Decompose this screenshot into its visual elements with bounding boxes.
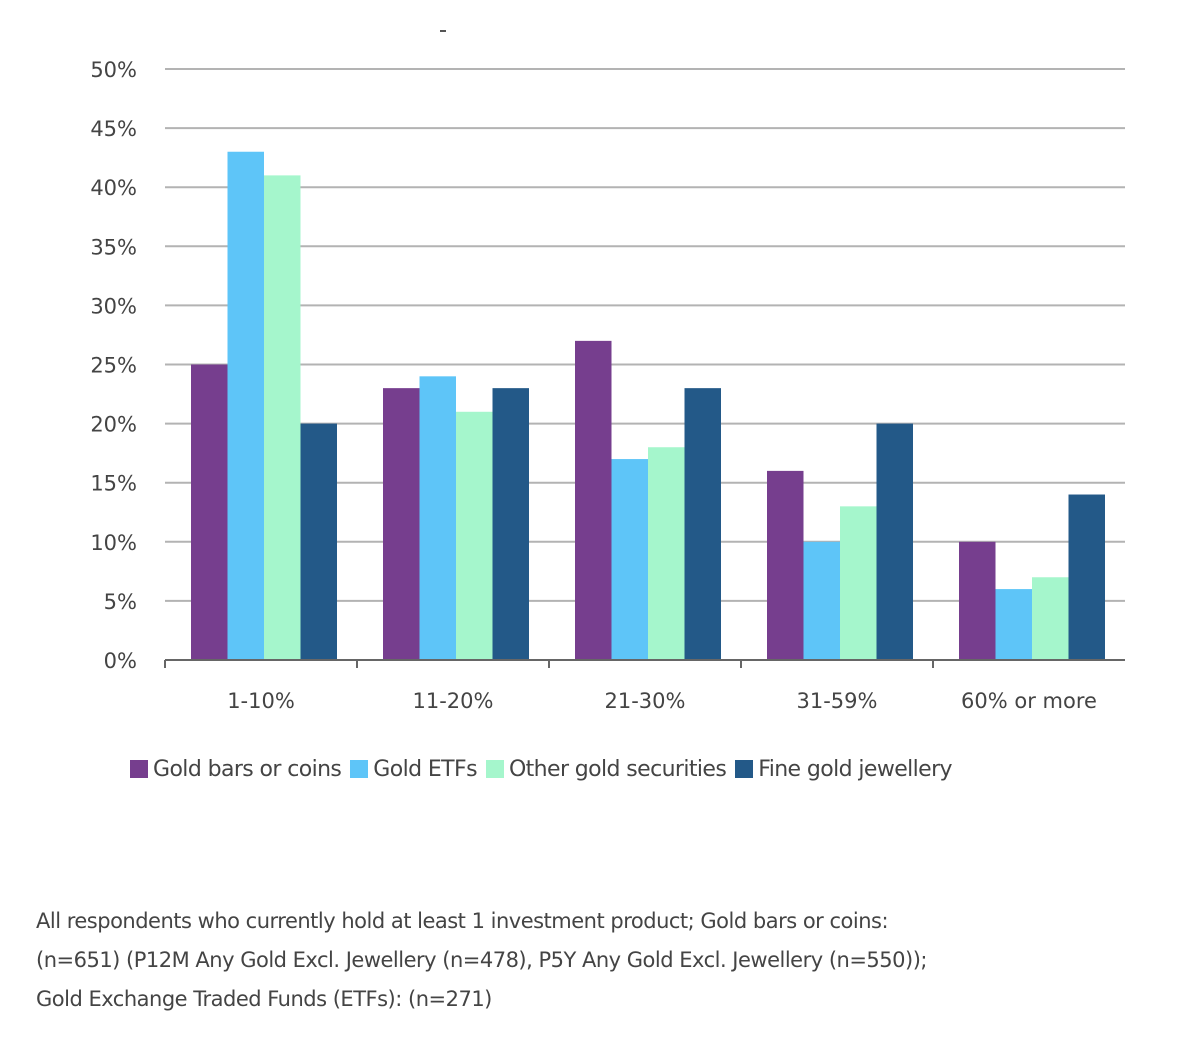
bar-gold-bars-or-coins-5 <box>959 541 996 660</box>
y-tick-label: 35% <box>90 235 137 259</box>
bar-fine-gold-jewellery-2 <box>492 388 529 660</box>
y-tick-label: 45% <box>90 117 137 141</box>
bar-chart: 0% 5% 10% 15% 20% 25% 30% 35% 40% 45% 50% 1-10% 11-… <box>90 58 1125 713</box>
stray-mark <box>440 30 446 32</box>
bar-other-gold-securities-5 <box>1032 577 1069 660</box>
footnote-line-2: (n=651) (P12M Any Gold Excl. Jewellery (… <box>36 948 927 972</box>
x-category-label: 31-59% <box>797 689 878 713</box>
legend-swatch <box>485 760 504 778</box>
bar-gold-etfs-1 <box>227 151 264 661</box>
footnote: All respondents who currently hold at le… <box>36 902 1156 1019</box>
legend-label: Gold bars or coins <box>153 756 342 782</box>
bar-gold-bars-or-coins-1 <box>191 364 228 660</box>
x-category-label: 1-10% <box>227 689 295 713</box>
y-tick-label: 5% <box>104 590 137 614</box>
bar-gold-bars-or-coins-3 <box>575 340 612 660</box>
legend-label: Fine gold jewellery <box>758 756 952 782</box>
legend-label: Other gold securities <box>508 756 727 782</box>
legend-item: Gold ETFs <box>350 756 478 782</box>
footnote-line-1: All respondents who currently hold at le… <box>36 909 889 933</box>
bar-gold-etfs-2 <box>419 376 456 660</box>
y-tick-label: 40% <box>90 176 137 200</box>
bar-fine-gold-jewellery-3 <box>684 388 721 660</box>
y-tick-label: 25% <box>90 354 137 378</box>
legend-swatch <box>735 760 754 778</box>
y-axis-ticks: 0% 5% 10% 15% 20% 25% 30% 35% 40% 45% 50% <box>90 58 137 673</box>
legend-item: Fine gold jewellery <box>735 756 953 782</box>
bar-other-gold-securities-3 <box>648 447 685 660</box>
bar-gold-etfs-5 <box>995 589 1032 660</box>
bar-fine-gold-jewellery-5 <box>1068 494 1105 660</box>
bar-gold-etfs-4 <box>803 541 840 660</box>
legend-item: Other gold securities <box>485 756 727 782</box>
bar-other-gold-securities-2 <box>456 411 493 660</box>
bars <box>191 151 1105 661</box>
x-category-label: 60% or more <box>961 689 1097 713</box>
x-axis <box>164 659 1125 668</box>
y-tick-label: 0% <box>104 649 137 673</box>
legend-item: Gold bars or coins <box>130 756 342 782</box>
bar-gold-bars-or-coins-2 <box>383 388 420 660</box>
bar-other-gold-securities-4 <box>840 506 877 660</box>
x-category-label: 11-20% <box>413 689 494 713</box>
x-axis-labels: 1-10% 11-20% 21-30% 31-59% 60% or more <box>227 689 1097 713</box>
legend-swatch <box>350 760 369 778</box>
chart-legend: Gold bars or coins Gold ETFs Other gold se… <box>130 752 1130 786</box>
bar-fine-gold-jewellery-1 <box>300 423 337 660</box>
footnote-line-3: Gold Exchange Traded Funds (ETFs): (n=27… <box>36 987 492 1011</box>
bar-gold-bars-or-coins-4 <box>767 470 804 660</box>
y-tick-label: 30% <box>90 294 137 318</box>
bar-fine-gold-jewellery-4 <box>876 423 913 660</box>
bar-gold-etfs-3 <box>611 459 648 660</box>
y-tick-label: 50% <box>90 58 137 82</box>
y-tick-label: 15% <box>90 472 137 496</box>
legend-swatch <box>130 760 148 778</box>
x-category-label: 21-30% <box>605 689 686 713</box>
y-tick-label: 10% <box>90 531 137 555</box>
bar-other-gold-securities-1 <box>264 175 301 660</box>
y-tick-label: 20% <box>90 413 137 437</box>
legend-label: Gold ETFs <box>373 756 477 782</box>
